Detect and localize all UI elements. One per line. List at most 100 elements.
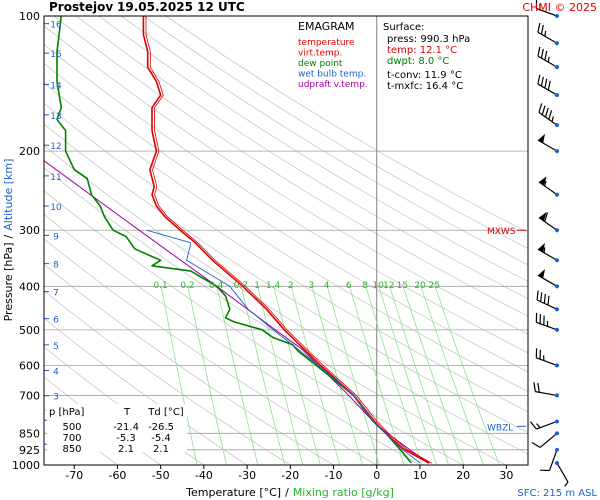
wind-barb-flag	[531, 441, 541, 448]
legend-entry: udpraft v.temp.	[298, 80, 368, 90]
sfc-elevation: SFC: 215 m ASL	[517, 488, 597, 499]
wind-barb-base	[555, 363, 559, 368]
altitude-tick-label: 8	[53, 261, 59, 271]
dry-adiabat	[44, 63, 528, 373]
wind-barb-half	[543, 247, 546, 253]
wind-barb-half	[547, 56, 550, 63]
wind-barb-staff	[538, 181, 558, 196]
wind-barb-flag	[536, 290, 539, 301]
wind-barb	[535, 312, 559, 332]
wind-barb-base	[555, 14, 559, 18]
dry-adiabat	[165, 16, 528, 233]
altitude-tick-label: 14	[50, 81, 62, 91]
wind-barb	[537, 22, 559, 46]
wind-barb-flag	[535, 348, 538, 358]
level-marker-label: WBZL	[487, 423, 513, 433]
dry-adiabat	[44, 25, 528, 335]
table-cell: 2.1	[153, 444, 169, 455]
wind-barb-staff	[536, 357, 558, 366]
pressure-tick-label: 700	[19, 389, 40, 402]
mixing-ratio-label: 10	[372, 281, 384, 291]
level-marker-label: MXWS	[487, 227, 516, 237]
pressure-tick-label: 600	[19, 359, 40, 372]
wind-barb-staff	[538, 112, 558, 126]
wind-barb-half	[546, 321, 549, 327]
dewpoint-curve	[56, 16, 412, 464]
surface-line: press: 990.3 hPa	[387, 34, 470, 45]
wind-barb-flag	[544, 78, 548, 89]
altitude-tick-label: 7	[53, 289, 59, 299]
altitude-tick-label: 5	[53, 342, 59, 352]
temperature-tick-label: -70	[65, 469, 83, 482]
mixing-ratio-label: 0.2	[180, 281, 194, 291]
temperature-tick-label: -50	[152, 469, 170, 482]
mixing-ratio-label: 4	[324, 281, 330, 291]
wind-barb-flag	[539, 469, 550, 472]
wind-barb-base	[555, 431, 559, 436]
wind-barb	[539, 447, 559, 472]
wind-barb-flag	[543, 293, 546, 304]
mixing-ratio-line	[216, 286, 259, 465]
wind-barb-staff	[536, 321, 558, 331]
table-cell: -5.3	[116, 433, 136, 444]
temperature-tick-label: 10	[413, 469, 427, 482]
wind-barb	[537, 133, 559, 154]
svg-text:Pressure [hPa]/Altitude [km]: Pressure [hPa]/Altitude [km]	[2, 159, 15, 322]
wind-barb-staff	[539, 432, 558, 448]
table-cell: 850	[62, 444, 81, 455]
wind-barb-flag	[544, 50, 548, 61]
wind-barb-flag	[541, 105, 546, 115]
wind-barb-base	[555, 65, 559, 70]
surface-line: temp: 12.1 °C	[387, 45, 457, 56]
wind-barb-flag	[538, 103, 543, 113]
wind-barb-base	[555, 258, 559, 263]
altitude-tick-label: 6	[53, 316, 59, 326]
wind-barb-flag	[539, 314, 541, 324]
surface-line: t-mxfc: 16.4 °C	[387, 81, 463, 92]
sounding-datetime: 19.05.2025 12 UTC	[117, 0, 245, 14]
wind-barb-pennant	[537, 133, 546, 144]
wind-barb-half	[564, 481, 569, 487]
wind-barb	[538, 103, 559, 128]
table-cell: -21.4	[113, 422, 139, 433]
wind-barb-staff	[537, 31, 558, 44]
wind-barb-flag	[537, 382, 540, 393]
wind-barb-half	[551, 116, 554, 122]
wind-barb-base	[555, 123, 559, 128]
wind-barb-flag	[535, 312, 538, 323]
wind-barb-flag	[543, 315, 545, 326]
wind-barb-half	[536, 423, 541, 429]
wind-barb-pennant	[537, 242, 546, 253]
wind-barb-flag	[537, 46, 541, 57]
surface-line: t-conv: 11.9 °C	[387, 70, 462, 81]
wind-barb-flag	[547, 80, 551, 91]
mixing-ratio-label: 0.7	[234, 281, 248, 291]
wind-barb	[535, 0, 559, 18]
wind-barb	[538, 176, 559, 197]
mixing-ratio-line	[326, 286, 380, 465]
wind-barb-flag	[548, 110, 553, 120]
mixing-ratio-line	[402, 286, 465, 465]
wind-barb-base	[555, 228, 559, 233]
altitude-tick-label: 3	[53, 393, 59, 403]
mixing-ratio-line	[420, 286, 484, 465]
parcel-curve	[44, 160, 430, 464]
wind-barb-flag	[537, 74, 541, 85]
dry-adiabat	[76, 16, 528, 300]
mixing-ratio-label: 12	[383, 281, 394, 291]
mixing-ratio-label: 1.4	[266, 281, 281, 291]
wind-barb-flag	[529, 421, 537, 430]
altitude-tick-label: 9	[53, 232, 59, 242]
wind-barb	[537, 46, 559, 70]
wind-barb-staff	[535, 391, 558, 397]
mixing-ratio-label: 20	[414, 281, 426, 291]
mixing-ratio-line	[365, 286, 423, 465]
pressure-tick-label: 200	[19, 145, 40, 158]
wind-barb-pennant	[538, 176, 547, 186]
mixing-ratio-line	[160, 286, 198, 465]
legend-entry: temperature	[298, 38, 355, 48]
svg-text:Temperature [°C]/Mixing ratio: Temperature [°C] / Mixing ratio [g/kg]	[185, 486, 394, 499]
wind-barb-base	[555, 393, 559, 398]
